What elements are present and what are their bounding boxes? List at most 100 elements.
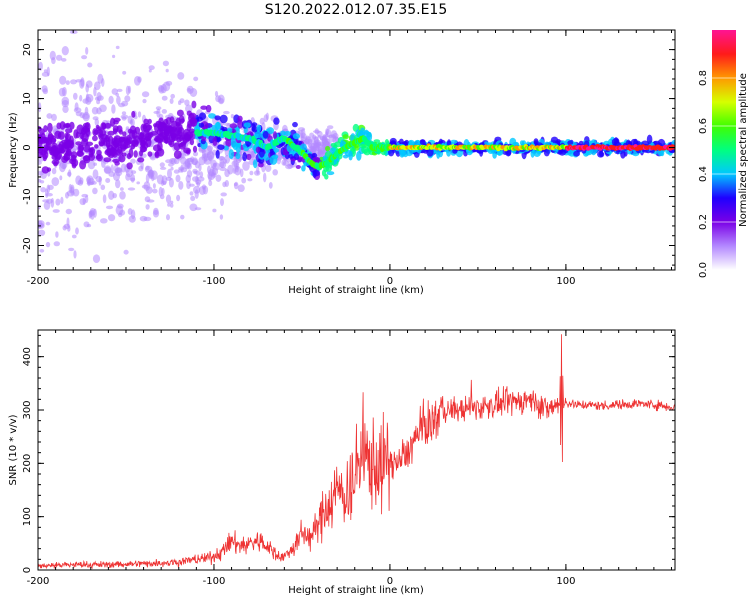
- spectral-blob: [228, 149, 234, 160]
- spectral-blob: [41, 166, 50, 174]
- spectral-blob: [75, 175, 82, 185]
- spectral-blob: [122, 70, 127, 75]
- spectral-blob: [121, 116, 127, 121]
- spectral-blob: [207, 169, 216, 177]
- spectral-blob: [38, 61, 43, 71]
- spectral-blob: [254, 130, 261, 140]
- spectrogram-x-axis-label: Height of straight line (km): [288, 285, 424, 296]
- spectral-blob: [133, 135, 141, 145]
- spectral-blob: [108, 95, 114, 104]
- snr-y-axis-label: SNR (10 * v/v): [8, 414, 19, 485]
- spectral-blob: [573, 150, 580, 157]
- spectral-blob: [184, 99, 190, 106]
- spectral-blob: [173, 157, 180, 165]
- spectral-blob: [85, 141, 94, 146]
- spectral-blob: [185, 174, 191, 183]
- spectral-blob: [176, 194, 181, 202]
- spectral-blob: [114, 167, 121, 174]
- spectral-blob: [293, 153, 299, 161]
- spectral-blob: [192, 145, 198, 153]
- spectral-blob: [47, 122, 53, 133]
- spectral-blob: [126, 162, 133, 170]
- spectral-blob: [145, 204, 150, 210]
- spectral-blob: [317, 134, 321, 139]
- spectral-blob: [256, 165, 260, 175]
- spectral-blob: [76, 124, 84, 135]
- spectral-blob: [147, 171, 154, 176]
- spectral-blob: [300, 132, 307, 143]
- spectral-blob: [139, 215, 148, 222]
- spectral-blob: [193, 76, 199, 82]
- colorbar: 0.0 0.2 0.4 0.6 0.8 Normalized spectral ampl…: [698, 30, 749, 278]
- x-tick-label: -200: [27, 276, 50, 287]
- spectral-blob: [185, 149, 191, 155]
- spectral-blob: [273, 117, 280, 125]
- spectral-blob: [192, 176, 199, 182]
- snr-y-ticks: 0 100 200 300 400: [22, 334, 675, 573]
- spectral-blob: [178, 181, 184, 190]
- spectral-blob: [249, 170, 254, 176]
- spectral-blob: [646, 134, 653, 145]
- spectral-blob: [358, 143, 366, 149]
- spectral-blob: [152, 183, 156, 189]
- spectral-blob: [167, 168, 172, 179]
- spectral-blob: [129, 125, 137, 135]
- spectral-blob: [72, 188, 80, 197]
- spectral-blob: [57, 143, 63, 154]
- spectral-blob: [178, 100, 182, 105]
- spectral-blob: [69, 30, 78, 35]
- spectral-blob: [100, 122, 107, 130]
- spectral-blob: [55, 231, 59, 238]
- spectral-blob: [189, 191, 194, 196]
- x-tick-label: 0: [387, 276, 393, 287]
- spectral-blob: [203, 153, 209, 160]
- spectral-blob: [241, 177, 247, 184]
- spectral-blob: [55, 54, 63, 61]
- spectral-blob: [104, 122, 111, 129]
- y-tick-label: 300: [22, 400, 33, 419]
- spectral-blob: [185, 104, 193, 113]
- spectral-blob: [282, 148, 289, 156]
- spectral-blob: [330, 142, 337, 148]
- spectral-blob: [308, 142, 316, 150]
- spectral-blob: [92, 254, 101, 263]
- spectral-blob: [162, 60, 169, 67]
- spectrogram-x-ticks: -200 -100 0 100: [27, 30, 672, 287]
- spectral-blob: [70, 154, 77, 162]
- spectral-blob: [113, 117, 121, 123]
- spectral-blob: [51, 177, 60, 187]
- spectral-blob: [114, 161, 120, 166]
- spectral-blob: [119, 191, 126, 200]
- spectral-blob: [104, 137, 111, 143]
- spectral-blob: [103, 157, 112, 163]
- spectral-blob: [128, 148, 134, 158]
- spectral-blob: [61, 96, 70, 106]
- spectral-blob: [136, 181, 140, 185]
- spectral-blob: [107, 130, 115, 136]
- spectral-blob: [247, 178, 253, 182]
- spectral-blob: [125, 167, 133, 178]
- spectral-blob: [121, 100, 129, 107]
- spectral-blob: [87, 179, 91, 187]
- spectral-blob: [251, 123, 256, 132]
- spectral-blob: [79, 94, 83, 102]
- spectral-blob: [59, 175, 63, 181]
- spectral-blob: [125, 85, 130, 96]
- spectral-blob: [190, 195, 196, 202]
- spectral-blob: [327, 125, 334, 130]
- spectral-blob: [79, 78, 85, 89]
- spectral-blob: [155, 106, 162, 110]
- spectral-blob: [94, 144, 99, 149]
- spectral-blob: [140, 139, 146, 149]
- spectral-blob: [214, 115, 221, 121]
- y-tick-label: 200: [22, 454, 33, 473]
- spectral-blob: [88, 149, 94, 158]
- spectral-blob: [167, 202, 171, 207]
- spectral-blob: [87, 160, 96, 170]
- spectral-blob: [153, 110, 160, 114]
- spectral-blob: [69, 121, 75, 130]
- spectral-blob: [159, 194, 165, 200]
- spectral-blob: [309, 132, 314, 138]
- spectral-blob: [223, 110, 230, 115]
